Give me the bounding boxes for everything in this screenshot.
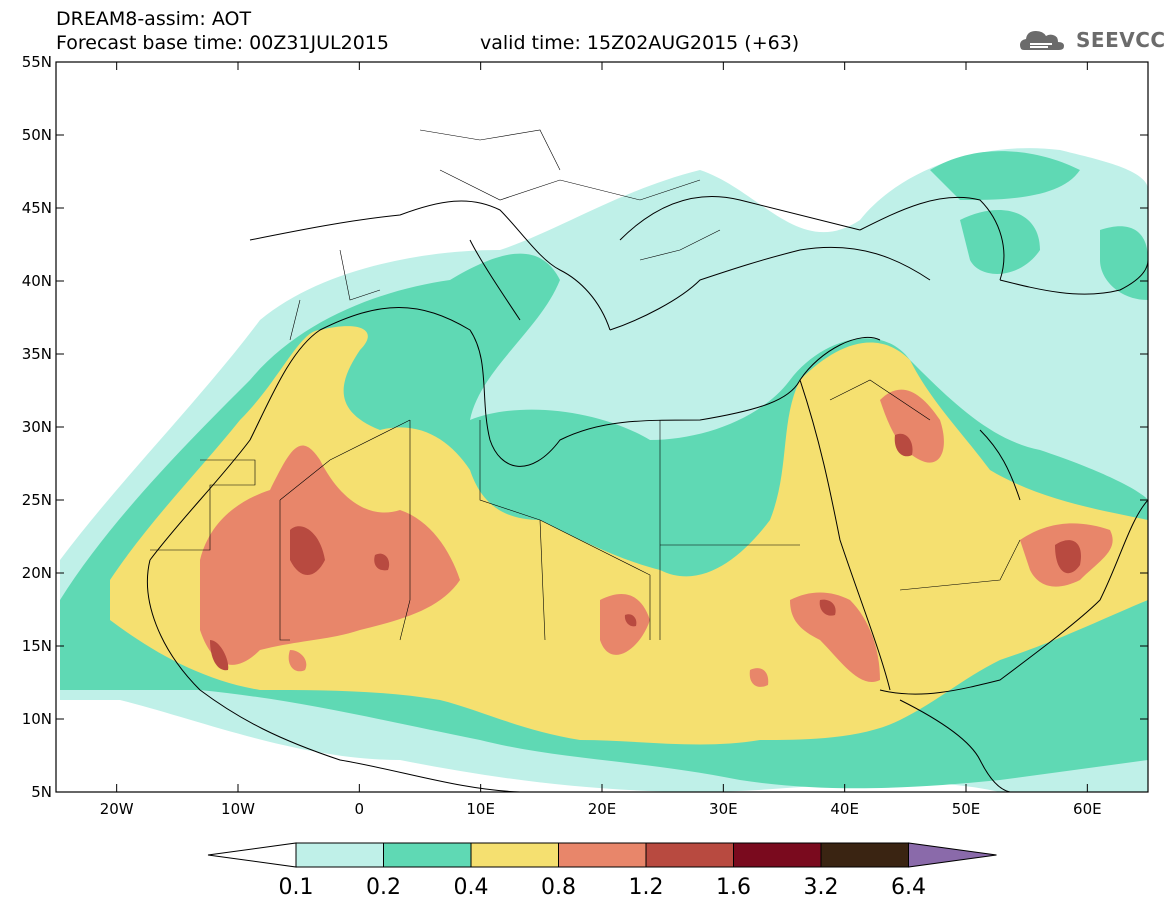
colorbar-label: 1.2: [629, 875, 664, 900]
colorbar-label: 0.8: [541, 875, 576, 900]
colorbar-label: 0.1: [279, 875, 314, 900]
colorbar-min-arrow: [207, 842, 297, 868]
lon-label: 60E: [1073, 800, 1102, 818]
colorbar-segment: [733, 842, 822, 868]
forecast-base-time: Forecast base time: 00Z31JUL2015: [56, 32, 389, 54]
logo-text: SEEVCCC: [1076, 28, 1165, 52]
lat-label: 15N: [22, 637, 52, 655]
colorbar-max-arrow: [908, 842, 997, 868]
colorbar-segment: [295, 842, 384, 868]
lat-label: 25N: [22, 491, 52, 509]
lon-label: 10E: [466, 800, 495, 818]
cloud-icon: [1020, 31, 1064, 50]
lat-label: 5N: [31, 783, 52, 801]
coastlines: [146, 195, 1148, 792]
lat-label: 50N: [22, 126, 52, 144]
lon-label: 20W: [100, 800, 134, 818]
lat-label: 30N: [22, 418, 52, 436]
colorbar-label: 0.2: [366, 875, 401, 900]
lat-label: 10N: [22, 710, 52, 728]
colorbar-segment: [558, 842, 647, 868]
colorbar-label: 1.6: [716, 875, 751, 900]
aot-band-0.2-north: [930, 151, 1148, 300]
aot-band-0.8: [200, 389, 1113, 687]
colorbar-segment: [820, 842, 909, 868]
valid-time: valid time: 15Z02AUG2015 (+63): [480, 32, 800, 54]
colorbar-segment: [383, 842, 472, 868]
map-title: DREAM8-assim: AOT: [56, 8, 252, 30]
longitude-axis: 20W 10W 0 10E 20E 30E 40E 50E 60E: [100, 62, 1102, 818]
latitude-axis: 55N 50N 45N 40N 35N 30N 25N 20N 15N 10N 5N: [22, 53, 1148, 801]
lon-label: 20E: [588, 800, 617, 818]
lat-label: 45N: [22, 199, 52, 217]
lon-label: 50E: [952, 800, 981, 818]
colorbar-label: 6.4: [891, 875, 926, 900]
colorbar-segment: [470, 842, 559, 868]
lon-label: 30E: [709, 800, 738, 818]
lat-label: 55N: [22, 53, 52, 71]
aot-band-0.4: [110, 326, 1148, 745]
colorbar-segment: [645, 842, 734, 868]
colorbar-label: 3.2: [804, 875, 839, 900]
lat-label: 35N: [22, 345, 52, 363]
country-borders: [150, 129, 1021, 641]
colorbar: 0.1 0.2 0.4 0.8 1.2 1.6 3.2 6.4: [207, 842, 997, 900]
colorbar-label: 0.4: [454, 875, 489, 900]
aot-field: [56, 62, 1148, 792]
lon-label: 40E: [830, 800, 859, 818]
lat-label: 20N: [22, 564, 52, 582]
lon-label: 0: [355, 800, 365, 818]
lon-label: 10W: [221, 800, 255, 818]
lat-label: 40N: [22, 272, 52, 290]
